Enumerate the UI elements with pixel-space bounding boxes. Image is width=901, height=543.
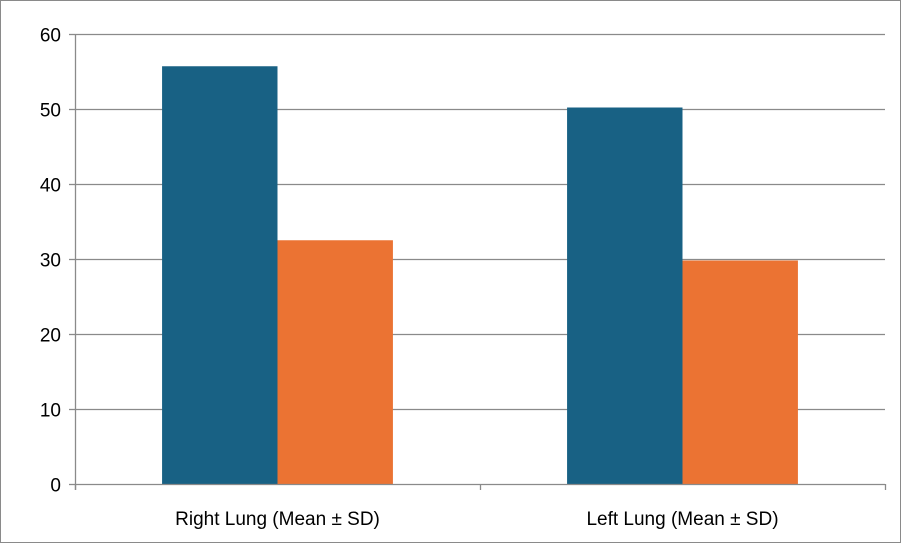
bar-series-1-right-lung [162,66,278,484]
bars [162,66,798,484]
axes [69,33,887,490]
bar-series-1-left-lung [567,107,683,484]
y-tick-label: 40 [40,176,61,197]
bar-series-2-left-lung [682,260,798,484]
x-category-label: Right Lung (Mean ± SD) [175,509,380,530]
x-category-label: Left Lung (Mean ± SD) [586,509,778,530]
y-tick-label: 60 [40,26,61,47]
y-tick-label: 20 [40,326,61,347]
y-tick-label: 10 [40,401,61,422]
y-tick-label: 50 [40,101,61,122]
y-tick-labels: 0 10 20 30 40 50 60 [40,26,61,497]
bar-series-2-right-lung [277,240,393,484]
y-tick-label: 30 [40,251,61,272]
y-tick-label: 0 [50,476,61,497]
x-category-labels: Right Lung (Mean ± SD) Left Lung (Mean ± … [175,509,778,530]
